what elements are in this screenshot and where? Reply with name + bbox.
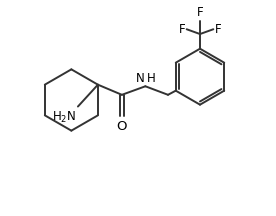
- Text: H: H: [147, 72, 155, 85]
- Text: O: O: [117, 120, 127, 133]
- Text: F: F: [179, 23, 185, 36]
- Text: N: N: [136, 72, 145, 85]
- Text: F: F: [197, 6, 203, 19]
- Text: F: F: [215, 23, 222, 36]
- Text: H$_2$N: H$_2$N: [52, 110, 76, 125]
